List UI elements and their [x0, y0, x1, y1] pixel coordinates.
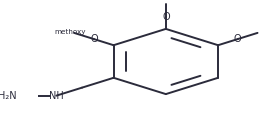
Text: O: O: [90, 34, 98, 44]
Text: NH: NH: [49, 91, 64, 101]
Text: H₂N: H₂N: [0, 91, 16, 101]
Text: methoxy: methoxy: [55, 29, 86, 35]
Text: O: O: [234, 34, 242, 44]
Text: O: O: [162, 12, 170, 22]
